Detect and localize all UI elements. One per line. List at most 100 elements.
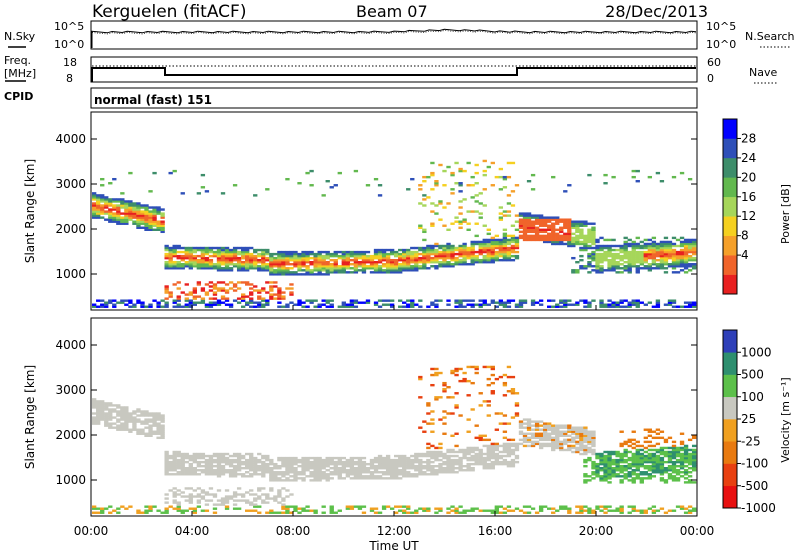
range-gate-cell [257, 464, 262, 468]
range-gate-cell [156, 416, 161, 419]
range-gate-cell [184, 303, 189, 306]
range-gate-cell [152, 216, 157, 219]
range-gate-cell [691, 464, 697, 468]
range-gate-cell [526, 222, 532, 225]
range-gate-cell [651, 430, 657, 433]
range-gate-cell [583, 479, 588, 482]
range-gate-cell [108, 202, 113, 205]
range-gate-cell [438, 467, 443, 470]
range-gate-cell [385, 252, 391, 256]
x-axis-ticks: 00:00 04:00 08:00 12:00 16:00 20:00 00:00 [74, 305, 714, 538]
range-gate-cell [349, 258, 355, 262]
range-gate-cell [402, 454, 407, 458]
range-gate-cell [124, 418, 129, 421]
range-gate-cell [261, 473, 266, 476]
range-gate-cell [538, 509, 544, 512]
range-gate-cell [208, 281, 214, 284]
range-gate-cell [377, 254, 383, 258]
range-gate-cell [563, 238, 568, 242]
range-gate-cell [112, 299, 117, 302]
range-gate-cell [583, 301, 588, 304]
range-gate-cell [619, 305, 624, 308]
range-gate-cell [124, 204, 129, 207]
range-gate-cell [156, 224, 161, 227]
range-gate-cell [559, 230, 564, 234]
range-gate-cell [514, 250, 520, 254]
range-gate-cell [265, 469, 270, 472]
range-gate-cell [381, 256, 387, 260]
range-gate-cell [317, 305, 322, 308]
range-gate-cell [220, 497, 226, 500]
range-gate-cell [156, 418, 161, 421]
range-gate-cell [257, 303, 262, 306]
range-gate-cell [353, 169, 359, 173]
range-gate-cell [108, 410, 113, 413]
range-gate-cell [172, 169, 177, 173]
range-gate-cell [683, 511, 689, 514]
range-gate-cell [192, 246, 197, 250]
range-gate-cell [502, 210, 508, 213]
range-gate-cell [446, 511, 451, 514]
range-gate-cell [333, 473, 338, 476]
range-gate-cell [281, 305, 286, 308]
range-gate-cell [611, 450, 616, 454]
range-gate-cell [555, 430, 560, 433]
range-gate-cell [563, 426, 568, 429]
range-gate-cell [619, 299, 624, 302]
range-gate-cell [261, 460, 266, 464]
range-gate-cell [160, 418, 165, 421]
range-gate-cell [128, 206, 133, 209]
range-gate-cell [478, 462, 483, 466]
range-gate-cell [184, 456, 189, 460]
range-gate-cell [385, 477, 391, 480]
range-gate-cell [385, 473, 391, 476]
range-gate-cell [216, 256, 222, 260]
range-gate-cell [635, 242, 640, 246]
range-gate-cell [418, 248, 423, 252]
range-gate-cell [317, 256, 322, 260]
range-gate-cell [510, 224, 516, 227]
range-gate-cell [667, 450, 673, 454]
range-gate-cell [148, 418, 153, 421]
range-gate-cell [104, 218, 109, 221]
range-gate-cell [349, 267, 355, 270]
range-gate-cell [490, 464, 495, 468]
range-gate-cell [224, 291, 230, 294]
range-gate-cell [571, 242, 576, 246]
range-gate-cell [116, 426, 121, 429]
range-gate-cell [478, 216, 483, 219]
range-gate-cell [176, 473, 181, 476]
range-gate-cell [494, 428, 499, 431]
range-gate-cell [152, 224, 157, 227]
range-gate-cell [595, 246, 600, 250]
range-gate-cell [224, 456, 230, 460]
range-gate-cell [321, 258, 326, 262]
range-gate-cell [245, 460, 250, 464]
range-gate-cell [148, 210, 153, 213]
range-gate-cell [132, 222, 137, 225]
range-gate-cell [679, 460, 685, 464]
range-gate-cell [313, 265, 318, 268]
range-gate-cell [156, 432, 161, 435]
range-gate-cell [494, 244, 499, 248]
range-gate-cell [381, 252, 387, 256]
range-gate-cell [124, 414, 129, 417]
range-gate-cell [128, 202, 133, 205]
range-gate-cell [651, 236, 657, 240]
range-gate-cell [418, 507, 423, 510]
range-gate-cell [385, 248, 391, 252]
range-gate-cell [220, 473, 226, 476]
range-gate-cell [482, 365, 487, 369]
range-gate-cell [619, 507, 624, 510]
range-gate-cell [349, 299, 355, 302]
range-gate-cell [454, 454, 459, 458]
range-gate-cell [369, 258, 375, 262]
range-gate-cell [228, 256, 234, 260]
range-gate-cell [321, 458, 326, 462]
range-gate-cell [394, 469, 399, 472]
range-gate-cell [599, 261, 604, 264]
range-gate-cell [349, 469, 355, 472]
range-gate-cell [140, 218, 145, 221]
range-gate-cell [389, 252, 395, 256]
range-gate-cell [619, 456, 624, 460]
